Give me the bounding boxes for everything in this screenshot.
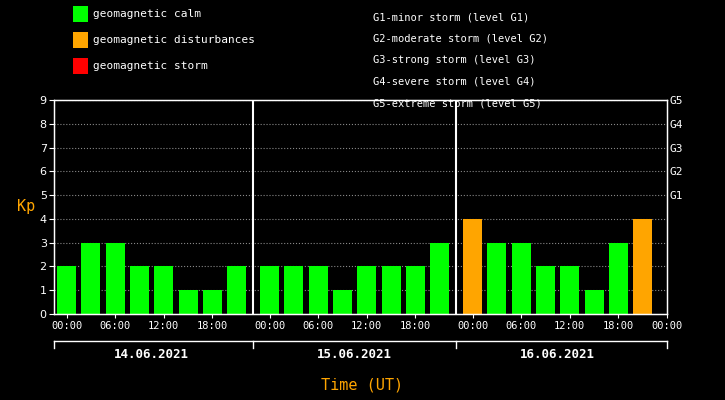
Bar <box>560 266 579 314</box>
Bar <box>178 290 198 314</box>
Bar <box>260 266 279 314</box>
Bar <box>357 266 376 314</box>
Text: G3-strong storm (level G3): G3-strong storm (level G3) <box>373 55 536 65</box>
Bar <box>609 243 628 314</box>
Bar <box>284 266 303 314</box>
Bar <box>406 266 425 314</box>
Bar <box>81 243 100 314</box>
Text: 14.06.2021: 14.06.2021 <box>114 348 189 360</box>
Bar <box>154 266 173 314</box>
Text: G5-extreme storm (level G5): G5-extreme storm (level G5) <box>373 98 542 108</box>
Bar <box>333 290 352 314</box>
Bar <box>381 266 400 314</box>
Text: 15.06.2021: 15.06.2021 <box>317 348 392 360</box>
Bar <box>512 243 531 314</box>
Bar <box>536 266 555 314</box>
Bar <box>130 266 149 314</box>
Text: 16.06.2021: 16.06.2021 <box>520 348 595 360</box>
Text: G4-severe storm (level G4): G4-severe storm (level G4) <box>373 77 536 87</box>
Text: geomagnetic disturbances: geomagnetic disturbances <box>93 35 254 45</box>
Bar <box>463 219 482 314</box>
Bar <box>227 266 247 314</box>
Bar <box>487 243 506 314</box>
Bar <box>430 243 450 314</box>
Text: G1-minor storm (level G1): G1-minor storm (level G1) <box>373 12 530 22</box>
Bar <box>633 219 652 314</box>
Text: geomagnetic calm: geomagnetic calm <box>93 9 201 19</box>
Bar <box>309 266 328 314</box>
Bar <box>106 243 125 314</box>
Y-axis label: Kp: Kp <box>17 200 35 214</box>
Text: geomagnetic storm: geomagnetic storm <box>93 61 207 71</box>
Bar <box>57 266 76 314</box>
Text: Time (UT): Time (UT) <box>321 377 404 392</box>
Bar <box>203 290 222 314</box>
Bar <box>584 290 603 314</box>
Text: G2-moderate storm (level G2): G2-moderate storm (level G2) <box>373 34 548 44</box>
